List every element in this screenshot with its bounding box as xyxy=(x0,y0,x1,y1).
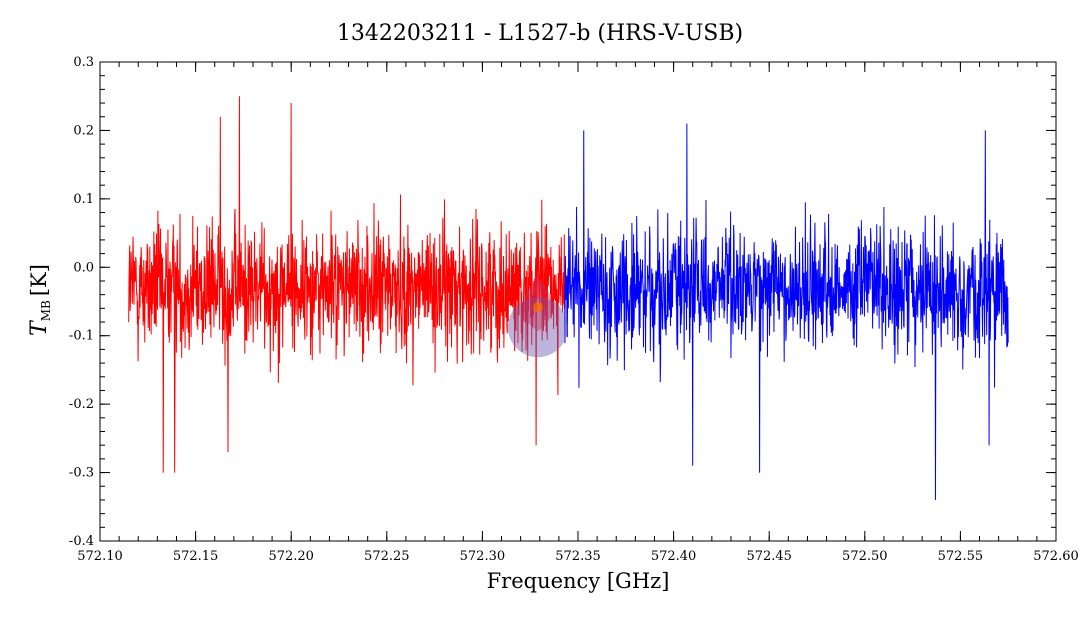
marker-core xyxy=(532,302,543,313)
y-axis-label-unit: [K] xyxy=(27,264,51,296)
series-red-line xyxy=(128,96,566,473)
chart-title: 1342203211 - L1527-b (HRS-V-USB) xyxy=(337,21,743,46)
x-tick-label: 572.30 xyxy=(460,549,506,564)
x-tick-label: 572.15 xyxy=(173,549,219,564)
x-tick-label: 572.60 xyxy=(1033,549,1079,564)
marker-halo xyxy=(507,297,568,358)
x-tick-label: 572.45 xyxy=(746,549,792,564)
annotation-marker xyxy=(507,277,568,358)
y-axis-label: TMB [K] xyxy=(27,264,53,336)
y-tick-label: 0.0 xyxy=(73,260,94,275)
y-tick-label: -0.4 xyxy=(69,534,94,549)
y-tick-label: -0.1 xyxy=(69,329,94,344)
x-tick-label: 572.20 xyxy=(268,549,314,564)
y-tick-labels: -0.4 -0.3 -0.2 -0.1 0.0 0.1 0.2 0.3 xyxy=(69,55,94,549)
x-tick-label: 572.40 xyxy=(651,549,697,564)
x-axis-label: Frequency [GHz] xyxy=(487,569,670,593)
x-tick-label: 572.55 xyxy=(938,549,984,564)
y-axis-label-subscript: MB xyxy=(39,300,53,321)
series-blue-line xyxy=(564,123,1009,500)
x-tick-labels: 572.10 572.15 572.20 572.25 572.30 572.35 572.… xyxy=(77,549,1079,564)
y-tick-label: 0.1 xyxy=(73,192,94,207)
y-axis-label-symbol: T xyxy=(27,319,52,336)
x-tick-label: 572.25 xyxy=(364,549,410,564)
y-tick-label: 0.3 xyxy=(73,55,94,70)
y-tick-label: 0.2 xyxy=(73,123,94,138)
axis-ticks xyxy=(99,61,1057,542)
y-tick-label: -0.3 xyxy=(69,466,94,481)
series-layer xyxy=(128,96,1009,500)
x-tick-label: 572.35 xyxy=(555,549,601,564)
x-tick-label: 572.10 xyxy=(77,549,123,564)
y-tick-label: -0.2 xyxy=(69,397,94,412)
x-tick-label: 572.50 xyxy=(842,549,888,564)
